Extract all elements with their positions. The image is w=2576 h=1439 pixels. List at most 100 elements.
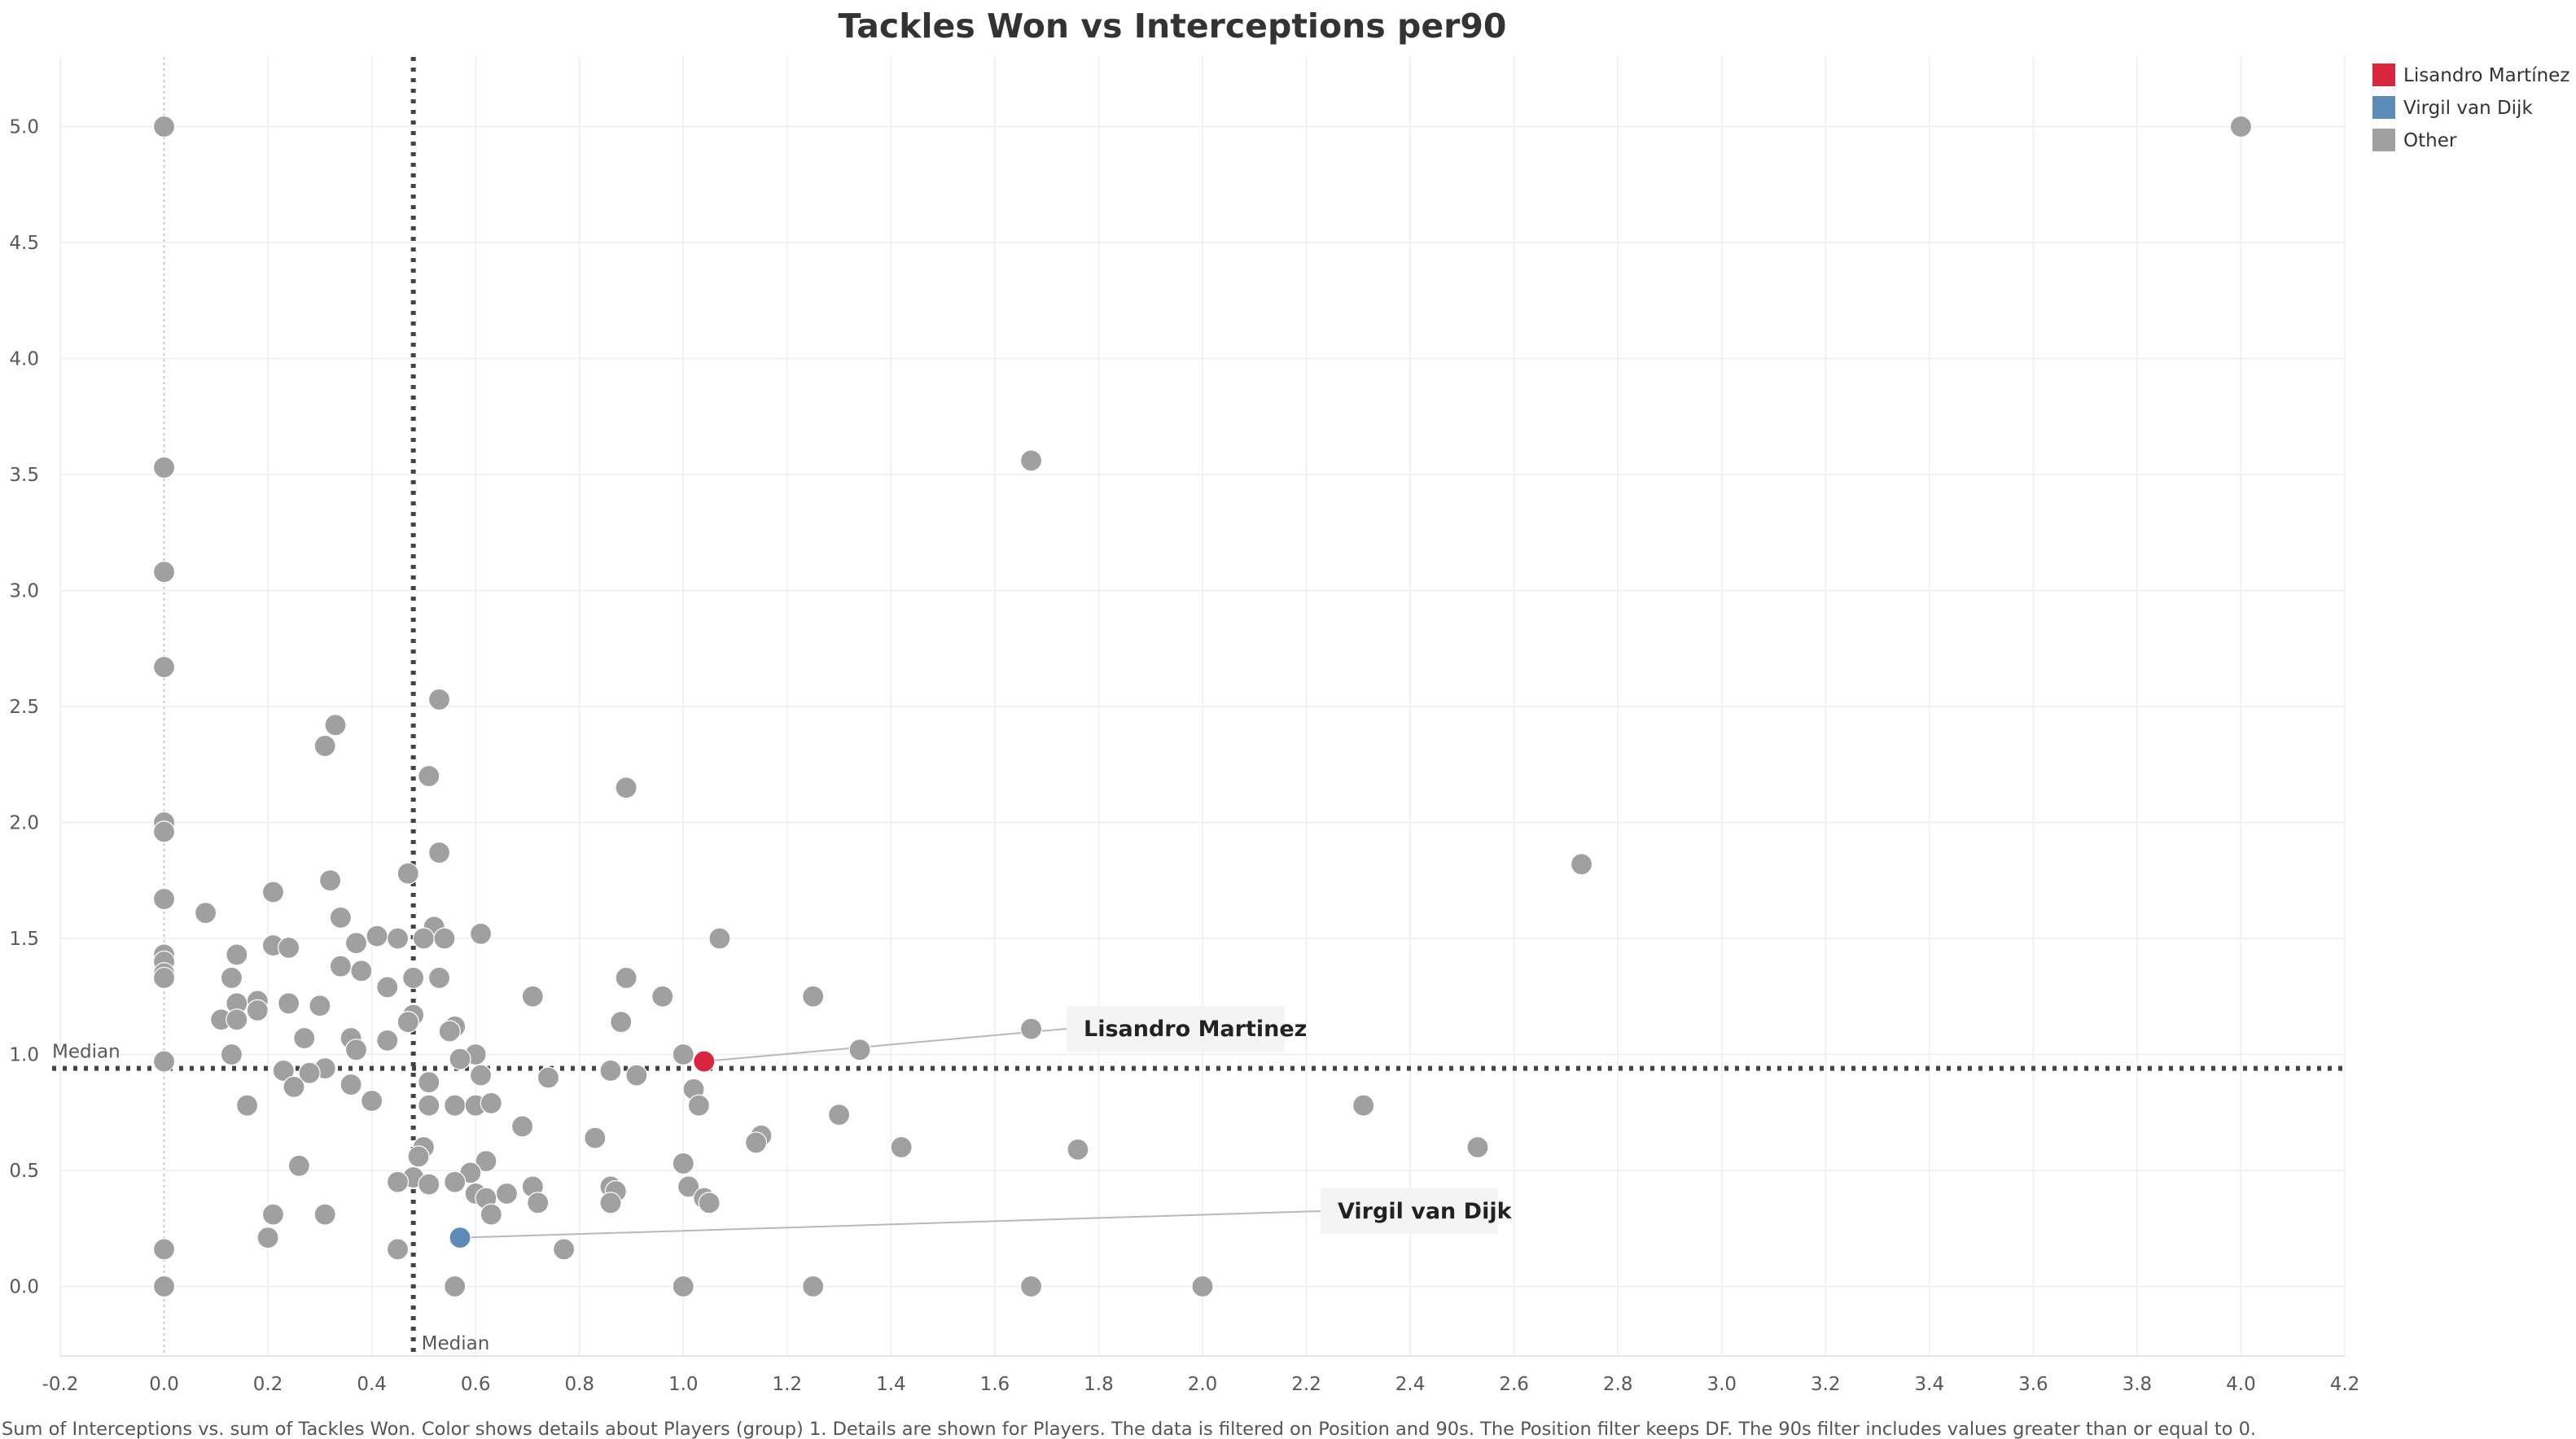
- data-point-other[interactable]: [584, 1126, 607, 1149]
- data-point-other[interactable]: [386, 927, 410, 950]
- data-point-other[interactable]: [313, 1203, 336, 1226]
- data-point-other[interactable]: [698, 1192, 721, 1214]
- data-point-other[interactable]: [344, 932, 368, 955]
- data-point-other[interactable]: [418, 764, 440, 788]
- data-point-other[interactable]: [418, 1071, 440, 1094]
- data-point-other[interactable]: [672, 1043, 694, 1066]
- data-point-other[interactable]: [427, 688, 451, 711]
- data-point-other[interactable]: [427, 966, 451, 990]
- data-point-other[interactable]: [246, 999, 269, 1021]
- data-point-other[interactable]: [438, 1020, 461, 1043]
- data-point-other[interactable]: [376, 1029, 399, 1052]
- data-point-other[interactable]: [510, 1115, 534, 1138]
- data-point-other[interactable]: [407, 1145, 430, 1168]
- data-point-other[interactable]: [287, 1154, 310, 1177]
- data-point-other[interactable]: [537, 1066, 560, 1089]
- data-point-other[interactable]: [340, 1073, 362, 1096]
- data-point-other[interactable]: [615, 966, 637, 990]
- data-point-other[interactable]: [480, 1203, 502, 1226]
- data-point-other[interactable]: [412, 927, 436, 950]
- data-point-other[interactable]: [152, 456, 176, 479]
- data-point-other[interactable]: [152, 887, 176, 911]
- data-point-other[interactable]: [1352, 1094, 1375, 1117]
- data-point-other[interactable]: [396, 862, 419, 885]
- legend-swatch[interactable]: [2372, 96, 2395, 119]
- data-point-other[interactable]: [744, 1131, 768, 1154]
- legend-swatch[interactable]: [2372, 63, 2395, 86]
- data-point-other[interactable]: [615, 776, 637, 799]
- data-point-other[interactable]: [319, 869, 342, 892]
- data-point-lisandro-martinez[interactable]: [693, 1050, 716, 1073]
- data-point-other[interactable]: [625, 1064, 648, 1087]
- data-point-other[interactable]: [480, 1091, 502, 1114]
- data-point-other[interactable]: [152, 1050, 176, 1073]
- data-point-other[interactable]: [350, 960, 373, 982]
- data-point-other[interactable]: [278, 936, 300, 960]
- data-point-other[interactable]: [293, 1026, 316, 1050]
- data-point-other[interactable]: [226, 1008, 248, 1031]
- data-point-other[interactable]: [152, 115, 176, 138]
- data-point-other[interactable]: [890, 1135, 913, 1159]
- data-point-other[interactable]: [469, 922, 493, 945]
- data-point-other[interactable]: [329, 955, 352, 978]
- data-point-other[interactable]: [1191, 1275, 1214, 1298]
- data-point-other[interactable]: [599, 1059, 622, 1083]
- data-point-other[interactable]: [1067, 1138, 1089, 1161]
- data-point-other[interactable]: [552, 1238, 576, 1261]
- data-point-other[interactable]: [386, 1238, 410, 1261]
- data-point-other[interactable]: [261, 881, 285, 903]
- data-point-other[interactable]: [152, 966, 176, 990]
- data-point-other[interactable]: [418, 1094, 440, 1117]
- data-point-other[interactable]: [495, 1182, 519, 1205]
- data-point-other[interactable]: [651, 985, 674, 1008]
- data-point-other[interactable]: [599, 1192, 622, 1214]
- data-point-other[interactable]: [1019, 1017, 1043, 1040]
- data-point-other[interactable]: [366, 925, 388, 947]
- data-point-other[interactable]: [386, 1170, 410, 1193]
- data-point-other[interactable]: [469, 1064, 493, 1087]
- data-point-other[interactable]: [521, 985, 544, 1008]
- data-point-other[interactable]: [396, 1010, 419, 1034]
- data-point-other[interactable]: [802, 1275, 825, 1298]
- data-point-other[interactable]: [309, 995, 331, 1017]
- data-point-other[interactable]: [427, 841, 451, 864]
- data-point-other[interactable]: [1570, 853, 1593, 876]
- legend-label[interactable]: Lisandro Martínez: [2403, 65, 2569, 86]
- data-point-other[interactable]: [226, 943, 248, 966]
- data-point-other[interactable]: [235, 1094, 259, 1117]
- data-point-other[interactable]: [152, 820, 176, 843]
- data-point-other[interactable]: [418, 1173, 440, 1196]
- data-point-other[interactable]: [152, 1275, 176, 1298]
- legend-swatch[interactable]: [2372, 129, 2395, 151]
- data-point-other[interactable]: [152, 1238, 176, 1261]
- data-point-other[interactable]: [1466, 1135, 1489, 1159]
- data-point-other[interactable]: [272, 1059, 295, 1083]
- data-point-other[interactable]: [152, 561, 176, 584]
- legend-label[interactable]: Virgil van Dijk: [2403, 98, 2533, 119]
- data-point-other[interactable]: [220, 1043, 243, 1066]
- data-point-other[interactable]: [283, 1075, 305, 1099]
- data-point-other[interactable]: [444, 1094, 467, 1117]
- data-point-other[interactable]: [527, 1192, 550, 1214]
- data-point-other[interactable]: [444, 1275, 467, 1298]
- data-point-other[interactable]: [324, 714, 347, 737]
- data-point-other[interactable]: [376, 976, 399, 999]
- data-point-other[interactable]: [444, 1170, 467, 1193]
- data-point-other[interactable]: [475, 1149, 497, 1173]
- data-point-other[interactable]: [194, 902, 217, 925]
- data-point-other[interactable]: [1019, 449, 1043, 472]
- data-point-other[interactable]: [344, 1039, 368, 1061]
- data-point-other[interactable]: [361, 1089, 383, 1113]
- data-point-other[interactable]: [677, 1175, 700, 1198]
- data-point-other[interactable]: [152, 655, 176, 679]
- data-point-other[interactable]: [802, 985, 825, 1008]
- data-point-other[interactable]: [610, 1010, 633, 1034]
- data-point-other[interactable]: [827, 1103, 851, 1126]
- data-point-other[interactable]: [2229, 115, 2253, 138]
- data-point-other[interactable]: [672, 1275, 694, 1298]
- data-point-other[interactable]: [433, 927, 456, 950]
- legend-label[interactable]: Other: [2403, 130, 2457, 151]
- data-point-other[interactable]: [848, 1039, 871, 1061]
- data-point-other[interactable]: [672, 1152, 694, 1175]
- data-point-other[interactable]: [1019, 1275, 1043, 1298]
